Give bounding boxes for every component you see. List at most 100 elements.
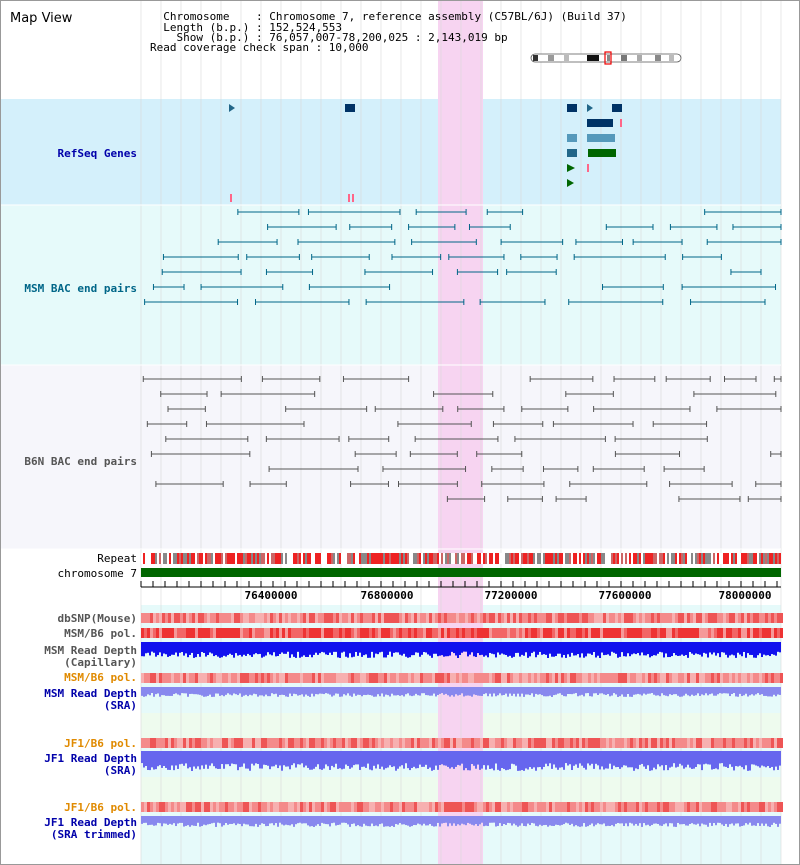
track-label-msm-b6-pol[interactable]: MSM/B6 pol.: [64, 627, 137, 640]
repeat-bar: [507, 553, 509, 564]
track-label-dbsnp[interactable]: dbSNP(Mouse): [57, 612, 137, 625]
depth-bar: [223, 751, 225, 769]
heat-cell: [726, 802, 729, 812]
repeat-bar: [367, 553, 369, 564]
depth-bar: [395, 687, 397, 696]
repeat-bar: [495, 553, 497, 564]
depth-bar: [153, 816, 155, 826]
gene-feature: [567, 149, 577, 157]
depth-bar: [479, 642, 481, 656]
depth-bar: [457, 687, 459, 696]
ruler-tick-label: 76400000: [244, 589, 298, 602]
heat-cell: [768, 802, 771, 812]
heat-cell: [720, 673, 723, 683]
depth-bar: [723, 642, 725, 653]
depth-bar: [365, 687, 367, 696]
repeat-bar: [217, 553, 219, 564]
heat-cell: [471, 613, 474, 623]
depth-bar: [615, 642, 617, 654]
depth-bar: [153, 687, 155, 697]
track-label-refseq[interactable]: RefSeq Genes: [57, 147, 137, 160]
depth-bar: [361, 751, 363, 767]
depth-bar: [503, 642, 505, 655]
depth-bar: [223, 687, 225, 697]
depth-bar: [247, 642, 249, 654]
track-label-jf1-b6-pol[interactable]: JF1/B6 pol.: [64, 737, 137, 750]
depth-bar: [505, 751, 507, 771]
track-label-jf1-read-depth-trimmed[interactable]: JF1 Read Depth: [44, 816, 137, 829]
heat-cell: [141, 628, 144, 638]
heat-cell: [702, 673, 705, 683]
depth-bar: [607, 816, 609, 826]
depth-bar: [389, 687, 391, 697]
repeat-bar: [273, 553, 275, 564]
heat-cell: [525, 673, 528, 683]
depth-bar: [439, 751, 441, 766]
depth-bar: [595, 687, 597, 694]
heat-cell: [519, 628, 522, 638]
repeat-bar: [655, 553, 657, 564]
depth-bar: [239, 642, 241, 655]
depth-bar: [281, 687, 283, 695]
depth-bar: [499, 751, 501, 771]
track-label-b6n-bac[interactable]: B6N BAC end pairs: [24, 455, 137, 468]
gene-mark: [230, 194, 232, 202]
repeat-bar: [197, 553, 199, 564]
track-label-msm-read-depth-sra[interactable]: MSM Read Depth: [44, 687, 137, 700]
depth-bar: [531, 751, 533, 769]
repeat-bar: [479, 553, 481, 564]
depth-bar: [311, 642, 313, 658]
track-label-jf1-read-depth-sra[interactable]: JF1 Read Depth: [44, 752, 137, 765]
depth-bar: [675, 687, 677, 695]
heat-cell: [261, 673, 264, 683]
depth-bar: [755, 642, 757, 658]
depth-bar: [511, 642, 513, 658]
depth-bar: [387, 751, 389, 768]
depth-bar: [267, 751, 269, 766]
depth-bar: [583, 642, 585, 658]
heat-cell: [306, 673, 309, 683]
depth-bar: [613, 751, 615, 766]
repeat-bar: [355, 553, 357, 564]
track-label-msm-read-depth-capillary[interactable]: MSM Read Depth: [44, 644, 137, 657]
heat-cell: [462, 628, 465, 638]
depth-bar: [201, 816, 203, 827]
heat-cell: [357, 673, 360, 683]
heat-cell: [732, 628, 735, 638]
heat-cell: [459, 628, 462, 638]
repeat-bar: [753, 553, 755, 564]
track-label-msm-b6-pol-sra[interactable]: MSM/B6 pol.: [64, 671, 137, 684]
repeat-bar: [539, 553, 541, 564]
depth-bar: [593, 687, 595, 694]
heat-cell: [699, 628, 702, 638]
depth-bar: [383, 642, 385, 658]
depth-bar: [219, 816, 221, 824]
heat-cell: [753, 738, 756, 748]
heat-cell: [747, 673, 750, 683]
heat-cell: [303, 673, 306, 683]
depth-bar: [379, 816, 381, 825]
depth-bar: [681, 642, 683, 655]
track-label-jf1-b6-pol-2[interactable]: JF1/B6 pol.: [64, 801, 137, 814]
repeat-bar: [725, 553, 727, 564]
depth-bar: [581, 642, 583, 654]
depth-bar: [491, 687, 493, 697]
repeat-bar: [203, 553, 205, 564]
depth-bar: [511, 816, 513, 826]
depth-bar: [503, 751, 505, 769]
heat-cell: [453, 673, 456, 683]
depth-bar: [435, 687, 437, 697]
track-label-repeat[interactable]: Repeat: [97, 552, 137, 565]
heat-cell: [255, 673, 258, 683]
repeat-bar: [229, 553, 231, 564]
depth-bar: [559, 816, 561, 826]
depth-bar: [613, 642, 615, 653]
depth-bar: [213, 816, 215, 823]
depth-bar: [713, 816, 715, 824]
heat-cell: [423, 613, 426, 623]
track-label-msm-bac[interactable]: MSM BAC end pairs: [24, 282, 137, 295]
depth-bar: [733, 642, 735, 656]
chromosome-ideogram[interactable]: [530, 51, 682, 65]
heat-cell: [360, 628, 363, 638]
heat-cell: [264, 802, 267, 812]
